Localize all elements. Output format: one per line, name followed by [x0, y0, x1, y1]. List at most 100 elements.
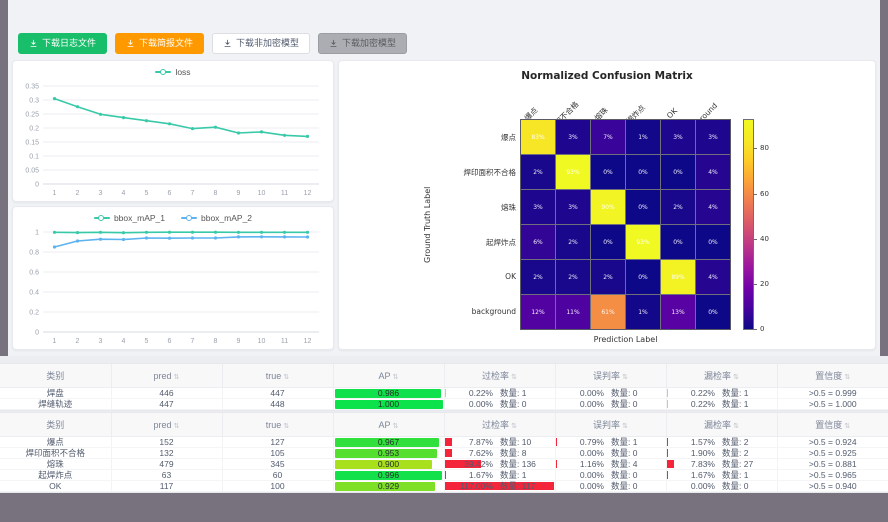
sort-caret-icon[interactable]: ⇅ — [733, 374, 739, 381]
cell-miss-rate: 1.90% 数量: 2 — [666, 447, 778, 459]
cell-confidence: >0.5 = 1.000 — [777, 398, 888, 410]
sort-caret-icon[interactable]: ⇅ — [392, 422, 399, 430]
column-header-ap[interactable]: AP ⇅ — [333, 364, 445, 388]
column-header-true[interactable]: true ⇅ — [222, 413, 334, 437]
ap-bar — [334, 459, 432, 469]
download-encrypted-model-button[interactable]: 下载加密模型 — [318, 33, 408, 54]
cell-class: OK — [0, 480, 112, 492]
cell-misjudge-rate: 0.00% 数量: 0 — [555, 469, 667, 481]
rate-value: 1.67% — [468, 470, 493, 480]
column-header-true[interactable]: true ⇅ — [222, 364, 334, 388]
legend-label: bbox_mAP_1 — [113, 213, 165, 223]
sort-caret-icon[interactable]: ⇅ — [511, 423, 517, 430]
sort-caret-icon[interactable]: ⇅ — [622, 423, 628, 430]
legend-item-loss[interactable]: loss — [155, 67, 191, 77]
legend-item-bbox-map-2[interactable]: bbox_mAP_2 — [181, 213, 252, 223]
download-log-button[interactable]: 下载日志文件 — [18, 33, 108, 54]
svg-text:12: 12 — [304, 190, 312, 197]
legend-item-bbox-map-1[interactable]: bbox_mAP_1 — [93, 213, 165, 223]
matrix-cell: 1% — [626, 295, 660, 329]
column-header-ap[interactable]: AP ⇅ — [333, 413, 445, 437]
rate-value: 1.67% — [690, 470, 715, 480]
column-header-pred[interactable]: pred ⇅ — [111, 413, 223, 437]
app-window: 下载日志文件 下载简报文件 下载非加密模型 下载加密模型 loss 0 0.05 0.1 0… — [8, 0, 880, 356]
sort-caret-icon[interactable]: ⇅ — [844, 374, 851, 381]
matrix-cell: 0% — [696, 225, 730, 259]
cell-confidence: >0.5 = 0.999 — [777, 387, 888, 399]
rate-value: 0.00% — [579, 388, 604, 398]
loss-chart-card: loss 0 0.05 0.1 0.15 0.2 0.25 0.3 0.35 1 2 3 4 5 6 7 8 9… — [12, 60, 334, 202]
rate-count: 数量: 1 — [722, 388, 749, 398]
matrix-cell: 2% — [556, 260, 590, 294]
sort-caret-icon[interactable]: ⇅ — [844, 423, 851, 430]
sort-caret-icon[interactable]: ⇅ — [283, 373, 290, 381]
colorbar-tick-label: 40 — [760, 234, 769, 243]
cell-misjudge-rate: 1.16% 数量: 4 — [555, 458, 667, 470]
svg-text:0.4: 0.4 — [29, 290, 39, 297]
button-label: 下载简报文件 — [139, 38, 194, 48]
rate-value: 1.16% — [579, 459, 604, 469]
rate-value: 0.00% — [579, 470, 604, 480]
sort-caret-icon[interactable]: ⇅ — [283, 422, 290, 430]
sort-caret-icon[interactable]: ⇅ — [173, 422, 180, 430]
cell-ap: 0.967 — [333, 436, 445, 448]
svg-text:0.8: 0.8 — [29, 250, 39, 257]
row-label: 焊印面积不合格 — [463, 167, 517, 177]
metrics-table-1: 类别 pred ⇅ true ⇅ AP ⇅ 过检率 ⇅ 误判率 ⇅ 漏检率 ⇅ 置信度 ⇅ 焊盘 446 447 0… — [0, 363, 888, 411]
cell-miss-rate: 0.22% 数量: 1 — [666, 398, 778, 410]
metrics-tables-section: 类别 pred ⇅ true ⇅ AP ⇅ 过检率 ⇅ 误判率 ⇅ 漏检率 ⇅ 置信度 ⇅ 焊盘 446 447 0… — [0, 356, 888, 493]
rate-value: 0.79% — [579, 437, 604, 447]
sort-caret-icon[interactable]: ⇅ — [511, 374, 517, 381]
rate-bar — [444, 471, 447, 479]
column-header-over-rate[interactable]: 过检率 ⇅ — [444, 413, 556, 437]
svg-text:0.05: 0.05 — [25, 168, 39, 175]
cell-over-rate: 7.87% 数量: 10 — [444, 436, 556, 448]
svg-text:7: 7 — [191, 190, 195, 197]
rate-bar — [666, 400, 668, 408]
rate-count: 数量: 10 — [500, 437, 532, 447]
column-header-confidence[interactable]: 置信度 ⇅ — [777, 413, 888, 437]
matrix-cell: 2% — [521, 260, 555, 294]
matrix-cell: 3% — [556, 190, 590, 224]
cell-class: 爆点 — [0, 436, 112, 448]
download-unencrypted-model-button[interactable]: 下载非加密模型 — [212, 33, 311, 54]
colorbar-tick — [754, 329, 757, 330]
rate-value: 1.90% — [690, 448, 715, 458]
column-header-misjudge-rate[interactable]: 误判率 ⇅ — [555, 413, 667, 437]
svg-text:7: 7 — [191, 338, 195, 345]
column-header-confidence[interactable]: 置信度 ⇅ — [777, 364, 888, 388]
rate-value: 7.87% — [468, 437, 493, 447]
download-report-button[interactable]: 下载简报文件 — [115, 33, 205, 54]
sort-caret-icon[interactable]: ⇅ — [622, 374, 628, 381]
colorbar-tick-label: 0 — [760, 325, 765, 333]
colorbar-tick — [754, 148, 757, 150]
svg-text:1: 1 — [53, 338, 57, 345]
cell-over-rate: 117.00% 数量: 117 — [444, 480, 556, 492]
sort-caret-icon[interactable]: ⇅ — [392, 373, 399, 381]
line-series-icon — [155, 68, 172, 76]
rate-count: 数量: 0 — [611, 470, 638, 480]
matrix-cell: 3% — [696, 120, 730, 154]
svg-text:0: 0 — [35, 330, 39, 337]
plot-area: 00.050.10.150.20.250.30.351 2 3 4 5 6 7 8 9 10 11 1… — [25, 84, 319, 197]
matrix-cell: 61% — [591, 295, 625, 329]
column-header-over-rate[interactable]: 过检率 ⇅ — [444, 364, 556, 388]
table-row: 焊缝轨迹 447 448 1.000 0.00% 数量: 0 0.00% 数量: 0 0.22%… — [0, 398, 888, 410]
confusion-matrix-card: Normalized Confusion Matrix 爆点焊印面积不合格熔珠起… — [338, 60, 876, 350]
svg-text:4: 4 — [122, 338, 126, 345]
rate-count: 数量: 1 — [500, 470, 527, 480]
column-header-pred[interactable]: pred ⇅ — [111, 364, 223, 388]
table-row: 焊盘 446 447 0.986 0.22% 数量: 1 0.00% 数量: 0 0.22% 数量… — [0, 387, 888, 399]
colorbar-tick-label: 20 — [760, 279, 769, 288]
matrix-cell: 12% — [521, 295, 555, 329]
svg-text:0.35: 0.35 — [25, 84, 39, 91]
confusion-matrix-heatmap: 83% 3% 7% 1% 3% 3% 2% 93% 0% 0% 0% 4% 3% 3% 90% 0% 2% 4% 6… — [520, 119, 731, 330]
column-header-misjudge-rate[interactable]: 误判率 ⇅ — [555, 364, 667, 388]
column-header-miss-rate[interactable]: 漏检率 ⇅ — [666, 413, 778, 437]
column-header-miss-rate[interactable]: 漏检率 ⇅ — [666, 364, 778, 388]
sort-caret-icon[interactable]: ⇅ — [733, 423, 739, 430]
sort-caret-icon[interactable]: ⇅ — [173, 373, 180, 381]
row-label: 爆点 — [501, 132, 516, 142]
matrix-cell: 0% — [696, 295, 730, 329]
matrix-cell: 89% — [661, 260, 695, 294]
